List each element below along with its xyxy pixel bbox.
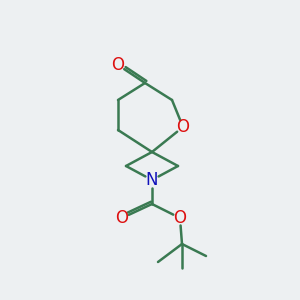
Text: O: O bbox=[173, 209, 187, 227]
Text: O: O bbox=[176, 118, 190, 136]
Text: O: O bbox=[112, 56, 124, 74]
Text: N: N bbox=[146, 171, 158, 189]
Text: O: O bbox=[116, 209, 128, 227]
